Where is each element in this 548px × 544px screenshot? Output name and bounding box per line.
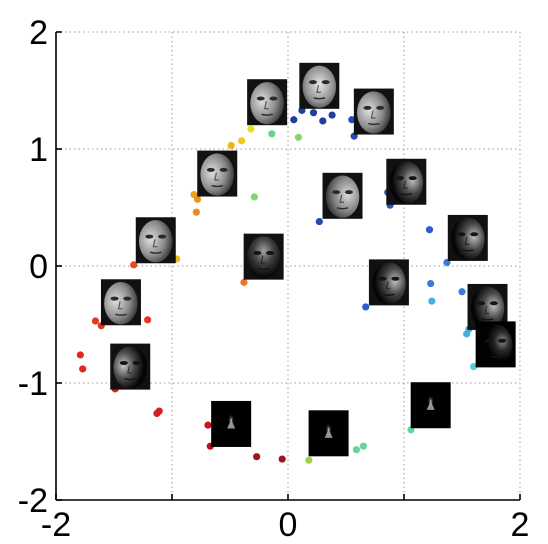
data-point	[319, 117, 327, 125]
data-point	[144, 316, 152, 324]
data-point	[290, 116, 298, 124]
data-point	[253, 453, 261, 461]
data-point	[278, 455, 286, 463]
face-thumbnails	[100, 62, 516, 457]
face-thumbnail	[299, 62, 340, 109]
tick-labels: 2 1 0 -1 -2-2 0 2	[18, 14, 530, 544]
data-point	[240, 278, 248, 286]
y-tick-label: -2	[18, 482, 48, 520]
y-tick-label: 0	[29, 248, 48, 286]
data-point	[315, 217, 323, 226]
face-thumbnail	[368, 259, 409, 306]
x-tick-label: -2	[41, 506, 71, 544]
data-point	[294, 133, 303, 141]
data-point	[359, 442, 367, 450]
data-point	[362, 303, 370, 311]
data-point	[227, 141, 235, 150]
y-tick-label: -1	[18, 365, 48, 403]
data-point	[352, 446, 361, 454]
data-point	[470, 363, 478, 371]
data-point	[428, 297, 436, 305]
face-thumbnail	[308, 410, 349, 457]
data-point	[328, 111, 336, 119]
data-point	[247, 125, 255, 133]
x-tick-label: 2	[511, 506, 530, 544]
data-point	[458, 288, 466, 296]
data-point	[305, 456, 313, 464]
data-point	[155, 407, 163, 415]
x-tick-label: 0	[279, 506, 298, 544]
data-point	[130, 261, 138, 269]
face-thumbnail	[386, 158, 427, 205]
axes	[55, 31, 521, 501]
data-point	[76, 351, 84, 359]
face-thumbnail	[211, 400, 252, 447]
face-thumbnail	[110, 343, 151, 390]
data-point	[192, 208, 200, 216]
face-thumbnail	[135, 217, 176, 264]
data-point	[250, 193, 258, 201]
face-thumbnail	[410, 382, 451, 429]
y-tick-label: 2	[29, 14, 48, 52]
data-point	[425, 226, 434, 234]
data-point	[309, 109, 318, 117]
data-point	[204, 421, 212, 429]
data-point	[268, 130, 276, 138]
face-thumbnail	[322, 172, 363, 219]
data-point	[91, 317, 100, 325]
data-point	[348, 116, 356, 124]
face-thumbnail	[100, 279, 141, 326]
y-tick-label: 1	[29, 131, 48, 169]
data-point	[79, 365, 87, 373]
face-thumbnail	[197, 150, 238, 197]
data-point	[427, 279, 435, 288]
face-thumbnail	[353, 88, 394, 135]
data-point	[238, 137, 246, 145]
face-thumbnail	[243, 233, 284, 280]
face-thumbnail	[447, 214, 488, 261]
face-thumbnail	[475, 321, 516, 368]
data-point	[193, 195, 202, 203]
grid	[56, 32, 520, 500]
face-thumbnail	[247, 79, 288, 126]
